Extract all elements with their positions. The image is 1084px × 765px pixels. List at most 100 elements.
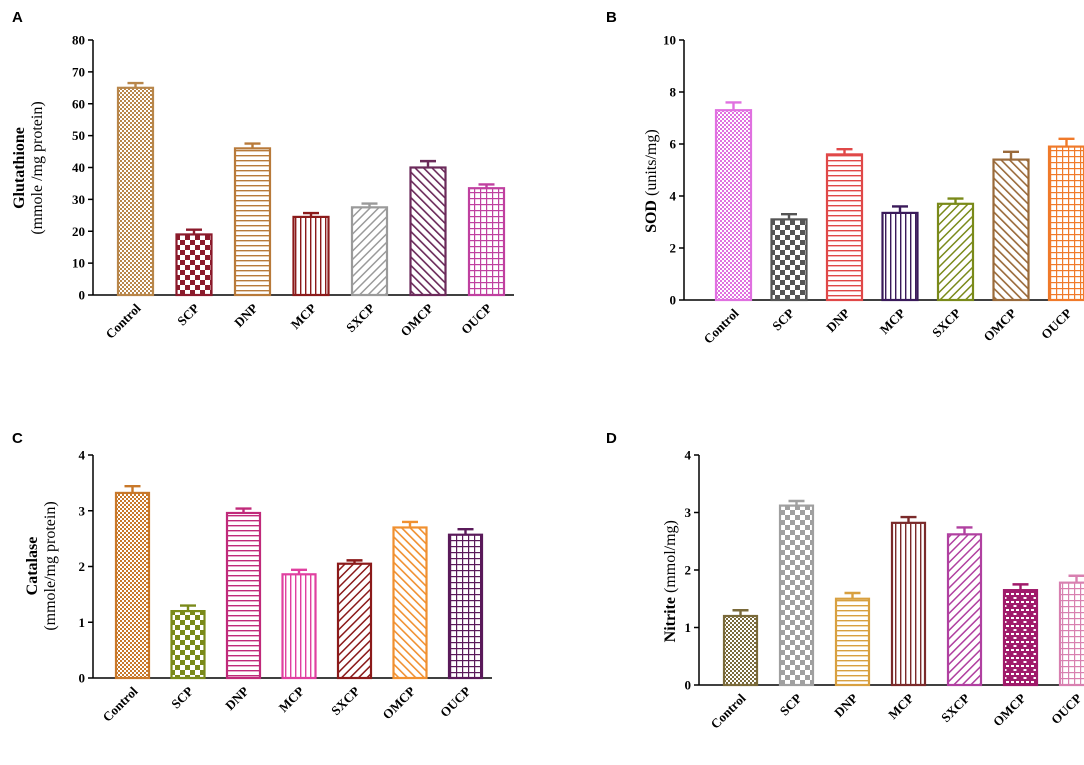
x-tick-label: OUCP [1038, 305, 1075, 342]
catalase-chart: C Catalase (mmole/mg protein) 0 1 2 3 4 Contr… [12, 430, 492, 725]
bar-sxcp [350, 206, 389, 297]
y-tick-label: 3 [685, 505, 692, 520]
x-tick-label: SCP [777, 690, 805, 718]
y-tick-label: 10 [663, 33, 676, 48]
y-axis-sublabel: (mmol/mg) [662, 520, 679, 593]
error-bar [180, 604, 196, 612]
x-tick-label: DNP [823, 305, 853, 335]
bar-mcp [281, 573, 317, 680]
y-axis-label: SOD [643, 200, 660, 233]
bar-control [714, 109, 753, 302]
x-tick-label: OMCP [990, 690, 1029, 729]
y-axis-label: Glutathione [11, 127, 28, 209]
error-bar [402, 520, 418, 528]
bar-control [116, 86, 155, 297]
y-tick-label: 40 [72, 160, 85, 175]
bar-scp [170, 609, 206, 680]
x-tick-label: OUCP [458, 300, 495, 337]
x-tick-label: DNP [231, 300, 261, 330]
y-tick-label: 2 [670, 241, 677, 256]
bar-scp [778, 504, 815, 687]
error-bar [127, 81, 144, 88]
sod-chart: B SOD (units/mg) 0 2 4 6 8 10 Control SCP DNP MCP… [606, 9, 1084, 347]
bar-scp [770, 218, 808, 302]
bar-omcp [1002, 589, 1039, 687]
y-tick-label: 50 [72, 128, 85, 143]
bar-oucp [447, 533, 484, 680]
x-tick-label: OMCP [397, 300, 436, 339]
error-bar [361, 202, 378, 208]
error-bar [947, 197, 964, 204]
y-tick-label: 4 [685, 448, 692, 463]
error-bar [1068, 574, 1084, 583]
bar-sxcp [336, 562, 373, 680]
bar-oucp [1058, 581, 1084, 687]
y-tick-label: 30 [72, 192, 85, 207]
bar-mcp [881, 211, 919, 302]
x-tick-label: MCP [276, 683, 308, 715]
error-bar [124, 485, 141, 493]
x-tick-label: DNP [831, 690, 861, 720]
error-bar [1012, 583, 1029, 591]
x-tick-label: SCP [174, 300, 202, 328]
bar-sxcp [946, 533, 983, 687]
error-bar [420, 159, 436, 168]
bar-dnp [233, 147, 272, 297]
x-tick-label: OUCP [1048, 690, 1084, 727]
bar-control [722, 614, 759, 687]
bar-omcp [992, 158, 1030, 302]
panel-letter-a: A [12, 9, 23, 26]
y-axis-sublabel: (mmole /mg protein) [29, 101, 46, 234]
x-tick-label: Control [708, 690, 749, 731]
bar-oucp [1047, 145, 1084, 302]
x-tick-label: SXCP [938, 690, 973, 725]
y-tick-label: 0 [79, 288, 86, 303]
glutathione-chart: A Glutathione (mmole /mg protein) 0 10 20 3… [11, 9, 514, 342]
x-tick-label: SCP [769, 305, 797, 333]
error-bar [291, 568, 307, 575]
x-tick-label: DNP [222, 683, 252, 713]
y-axis-label: Catalase [24, 537, 41, 596]
x-tick-label: SCP [168, 683, 196, 711]
x-tick-label: MCP [885, 690, 917, 722]
y-tick-label: 60 [72, 96, 85, 111]
x-tick-label: SXCP [343, 300, 378, 335]
bar-dnp [834, 597, 871, 687]
error-bar [346, 559, 363, 564]
x-tick-label: Control [100, 683, 141, 724]
y-axis-sublabel: (mmole/mg protein) [42, 501, 59, 630]
bar-mcp [890, 521, 927, 687]
y-tick-label: 4 [79, 448, 86, 463]
bar-omcp [392, 526, 428, 680]
bar-dnp [225, 511, 262, 680]
x-tick-label: OMCP [980, 305, 1019, 344]
x-tick-label: Control [103, 300, 144, 341]
nitrite-chart: D Nitrite (mmol/mg) 0 1 2 3 4 Control SCP DNP MC… [606, 430, 1084, 732]
error-bar [836, 148, 853, 155]
bar-scp [175, 233, 213, 297]
error-bar [1058, 137, 1075, 147]
error-bar [1003, 150, 1019, 160]
bar-omcp [409, 166, 447, 297]
error-bar [788, 499, 805, 506]
panel-letter-c: C [12, 430, 23, 447]
error-bar [956, 526, 973, 535]
error-bar [781, 213, 797, 220]
x-tick-label: MCP [877, 305, 909, 337]
y-tick-label: 8 [670, 85, 677, 100]
y-tick-label: 70 [72, 64, 85, 79]
y-tick-label: 2 [79, 559, 86, 574]
y-axis-label: Nitrite [662, 597, 679, 642]
bar-oucp [467, 187, 506, 297]
y-tick-label: 20 [72, 224, 85, 239]
x-tick-label: SXCP [929, 305, 964, 340]
y-tick-label: 1 [685, 620, 692, 635]
y-tick-label: 0 [670, 293, 677, 308]
error-bar [732, 609, 749, 616]
y-tick-label: 0 [79, 671, 86, 686]
x-tick-label: OUCP [437, 683, 474, 720]
error-bar [725, 101, 742, 111]
error-bar [892, 205, 908, 213]
x-tick-label: SXCP [328, 683, 363, 718]
